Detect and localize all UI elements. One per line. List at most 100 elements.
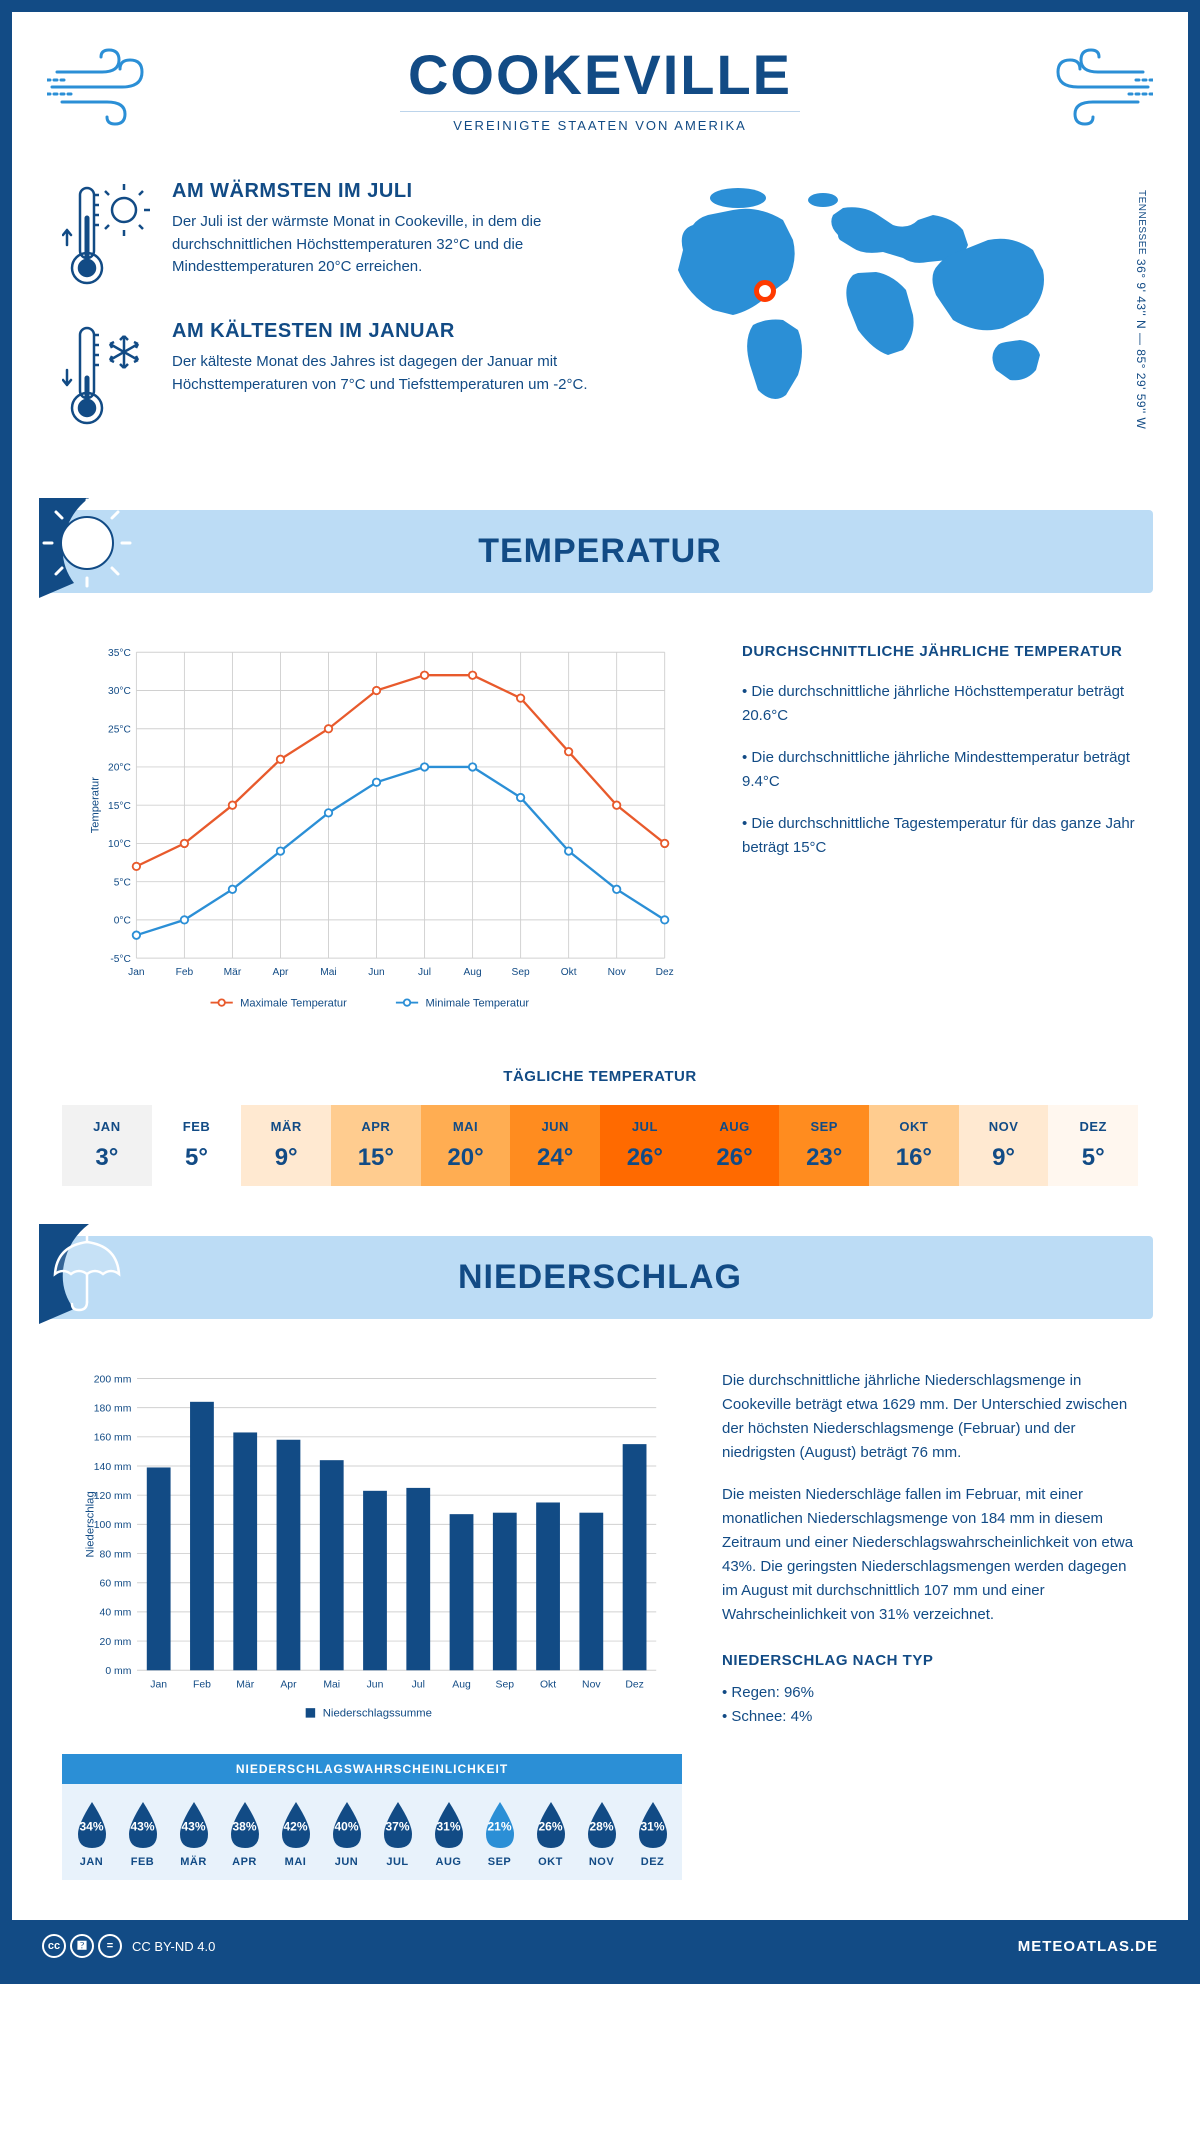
precipitation-banner: NIEDERSCHLAG [47,1236,1153,1319]
probability-heading: NIEDERSCHLAGSWAHRSCHEINLICHKEIT [62,1754,682,1784]
svg-text:Okt: Okt [561,967,577,978]
svg-text:Aug: Aug [452,1679,471,1690]
daily-temp-cell: JUL26° [600,1105,690,1186]
footer-site: METEOATLAS.DE [1018,1938,1158,1955]
svg-text:5°C: 5°C [114,877,131,888]
daily-temp-cell: MAI20° [421,1105,511,1186]
probability-cell: 42% MAI [270,1800,321,1868]
probability-cell: 43% MÄR [168,1800,219,1868]
daily-temp-cell: JAN3° [62,1105,152,1186]
drop-icon: 42% [276,1800,316,1850]
svg-text:180 mm: 180 mm [94,1403,132,1414]
cold-block: AM KÄLTESTEN IM JANUAR Der kälteste Mona… [62,320,618,430]
svg-text:80 mm: 80 mm [100,1549,132,1560]
probability-cell: 31% AUG [423,1800,474,1868]
precipitation-heading: NIEDERSCHLAG [67,1258,1133,1297]
infographic-page: COOKEVILLE VEREINIGTE STAATEN VON AMERIK… [0,0,1200,1984]
by-icon: 🯄 [70,1934,94,1958]
svg-text:Niederschlag: Niederschlag [84,1491,96,1557]
svg-text:Jun: Jun [368,967,384,978]
drop-icon: 43% [123,1800,163,1850]
header: COOKEVILLE VEREINIGTE STAATEN VON AMERIK… [12,12,1188,150]
cc-icons: cc 🯄 = [42,1934,122,1958]
location-marker-icon [754,280,776,302]
probability-cell: 21% SEP [474,1800,525,1868]
svg-text:200 mm: 200 mm [94,1374,132,1385]
svg-text:140 mm: 140 mm [94,1462,132,1473]
svg-text:20 mm: 20 mm [100,1637,132,1648]
temperature-side-text: DURCHSCHNITTLICHE JÄHRLICHE TEMPERATUR •… [742,643,1138,1028]
temp-side-heading: DURCHSCHNITTLICHE JÄHRLICHE TEMPERATUR [742,643,1138,660]
drop-icon: 21% [480,1800,520,1850]
daily-temp-cell: MÄR9° [241,1105,331,1186]
probability-cell: 37% JUL [372,1800,423,1868]
svg-text:160 mm: 160 mm [94,1433,132,1444]
svg-text:Niederschlagssumme: Niederschlagssumme [323,1708,432,1720]
temperature-content: -5°C0°C5°C10°C15°C20°C25°C30°C35°CJanFeb… [12,593,1188,1058]
coordinates: TENNESSEE 36° 9' 43'' N — 85° 29' 59'' W [1134,190,1148,429]
svg-text:0 mm: 0 mm [105,1666,131,1677]
probability-row: 34% JAN 43% FEB 43% MÄR 38% APR 42% MAI … [62,1784,682,1880]
precip-type-1: • Regen: 96% [722,1681,1138,1705]
svg-text:Nov: Nov [582,1679,601,1690]
drop-icon: 34% [72,1800,112,1850]
svg-text:Sep: Sep [496,1679,515,1690]
svg-text:Jun: Jun [367,1679,384,1690]
temp-bullet-1: • Die durchschnittliche jährliche Höchst… [742,680,1138,728]
cold-text: AM KÄLTESTEN IM JANUAR Der kälteste Mona… [172,320,618,430]
intro-section: AM WÄRMSTEN IM JULI Der Juli ist der wär… [12,150,1188,510]
svg-text:Jan: Jan [128,967,144,978]
svg-text:Jul: Jul [418,967,431,978]
precipitation-side-text: Die durchschnittliche jährliche Niedersc… [722,1369,1138,1734]
coords-value: 36° 9' 43'' N — 85° 29' 59'' W [1134,259,1148,429]
temperature-heading: TEMPERATUR [67,532,1133,571]
temp-bullet-3: • Die durchschnittliche Tagestemperatur … [742,812,1138,860]
svg-text:Okt: Okt [540,1679,556,1690]
sun-icon [39,498,139,598]
daily-temp-cell: DEZ5° [1048,1105,1138,1186]
drop-icon: 28% [582,1800,622,1850]
svg-text:Temperatur: Temperatur [89,777,101,833]
precip-type-2: • Schnee: 4% [722,1705,1138,1729]
drop-icon: 31% [429,1800,469,1850]
precipitation-content: 0 mm20 mm40 mm60 mm80 mm100 mm120 mm140 … [12,1319,1188,1754]
precip-type-heading: NIEDERSCHLAG NACH TYP [722,1649,1138,1673]
warm-title: AM WÄRMSTEN IM JULI [172,180,618,203]
daily-temp-row: JAN3°FEB5°MÄR9°APR15°MAI20°JUN24°JUL26°A… [62,1105,1138,1186]
intro-left: AM WÄRMSTEN IM JULI Der Juli ist der wär… [62,180,618,460]
footer: cc 🯄 = CC BY-ND 4.0 METEOATLAS.DE [12,1920,1188,1972]
svg-text:30°C: 30°C [108,686,131,697]
cold-title: AM KÄLTESTEN IM JANUAR [172,320,618,343]
probability-cell: 38% APR [219,1800,270,1868]
svg-text:Mär: Mär [224,967,242,978]
precip-text-1: Die durchschnittliche jährliche Niedersc… [722,1369,1138,1465]
drop-icon: 37% [378,1800,418,1850]
map-container: TENNESSEE 36° 9' 43'' N — 85° 29' 59'' W [658,180,1138,460]
temp-bullet-2: • Die durchschnittliche jährliche Mindes… [742,746,1138,794]
probability-cell: 43% FEB [117,1800,168,1868]
drop-icon: 40% [327,1800,367,1850]
svg-text:25°C: 25°C [108,724,131,735]
country-subtitle: VEREINIGTE STAATEN VON AMERIKA [400,111,800,133]
svg-text:Apr: Apr [280,1679,297,1690]
svg-text:0°C: 0°C [114,916,131,927]
svg-text:Jan: Jan [150,1679,167,1690]
cold-desc: Der kälteste Monat des Jahres ist dagege… [172,351,618,396]
warm-block: AM WÄRMSTEN IM JULI Der Juli ist der wär… [62,180,618,290]
svg-text:Maximale Temperatur: Maximale Temperatur [240,997,347,1009]
daily-temp-heading: TÄGLICHE TEMPERATUR [62,1068,1138,1085]
daily-temp-cell: OKT16° [869,1105,959,1186]
svg-text:Jul: Jul [412,1679,425,1690]
probability-cell: 31% DEZ [627,1800,678,1868]
drop-icon: 31% [633,1800,673,1850]
svg-text:20°C: 20°C [108,763,131,774]
svg-text:35°C: 35°C [108,648,131,659]
thermometer-snow-icon [62,320,152,430]
drop-icon: 43% [174,1800,214,1850]
svg-text:-5°C: -5°C [110,954,131,965]
nd-icon: = [98,1934,122,1958]
wind-icon-right [1033,42,1153,132]
svg-text:10°C: 10°C [108,839,131,850]
probability-cell: 40% JUN [321,1800,372,1868]
warm-desc: Der Juli ist der wärmste Monat in Cookev… [172,211,618,279]
